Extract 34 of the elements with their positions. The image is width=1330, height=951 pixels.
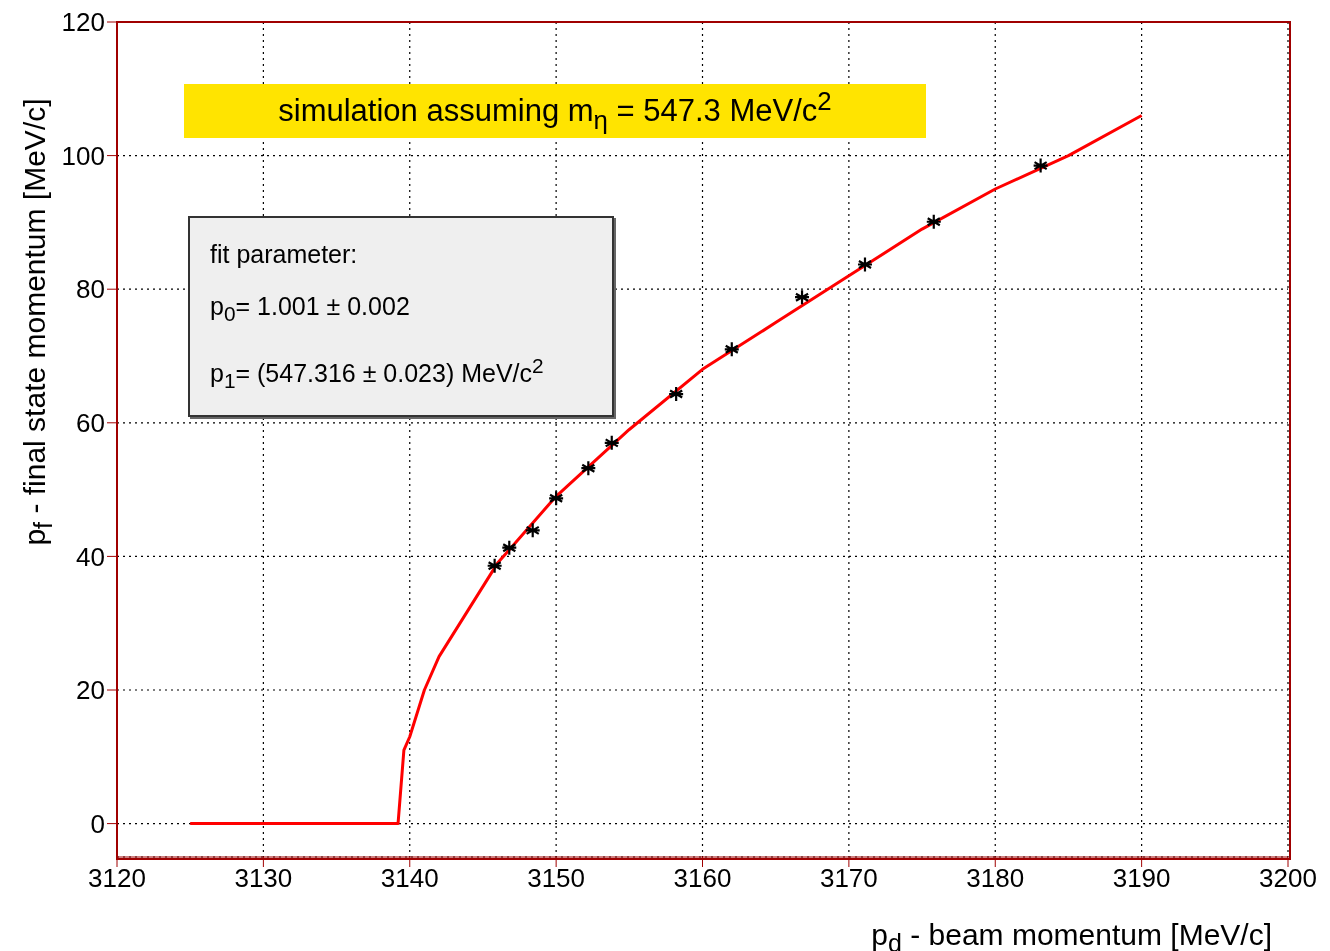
- x-tick-label: 3180: [966, 863, 1025, 894]
- point: [501, 539, 518, 556]
- x-tick-label: 3200: [1259, 863, 1317, 894]
- annotation: p$_{0}$= 1.001 ± 0.002: [210, 291, 411, 327]
- point: [603, 434, 620, 451]
- highlight-box: simulation assuming m$_{η}$ = 547.3 MeV/c$^{2}$: [184, 84, 926, 138]
- y-tick-label: 0: [90, 808, 105, 839]
- x-tick-label: 3170: [819, 863, 878, 894]
- point: [856, 256, 874, 273]
- y-tick-label: 120: [61, 7, 105, 38]
- point: [925, 213, 942, 230]
- annotation: simulation assuming m$_{η}$ = 547.3 MeV/c$^{2}$: [278, 87, 832, 135]
- x-tick-label: 3190: [1112, 863, 1171, 894]
- point: [548, 490, 565, 507]
- point: [580, 460, 597, 477]
- y-tick-label: 40: [76, 541, 105, 572]
- y-tick-label: 20: [76, 675, 105, 706]
- annotation: fit parameter:: [210, 239, 359, 270]
- point: [524, 522, 541, 539]
- point: [668, 385, 685, 403]
- x-tick-label: 3160: [673, 863, 732, 894]
- point: [486, 557, 503, 574]
- x-tick-label: 3130: [234, 863, 293, 894]
- x-tick-label: 3140: [380, 863, 439, 894]
- point: [1032, 157, 1049, 174]
- x-tick-label: 3120: [88, 863, 146, 894]
- info-box: fit parameter: p$_{0}$= 1.001 ± 0.002 p$_{1}$= (547.316 ± 0.023) MeV/c$^{2}$: [188, 216, 614, 418]
- x-tick-label: 3150: [527, 863, 586, 894]
- y-tick-label: 100: [61, 140, 105, 171]
- annotation: p$_{1}$= (547.316 ± 0.023) MeV/c$^{2}$: [210, 353, 545, 395]
- y-tick-label: 60: [76, 408, 105, 439]
- point: [723, 341, 740, 358]
- point: [793, 289, 811, 306]
- y-tick-label: 80: [76, 274, 105, 305]
